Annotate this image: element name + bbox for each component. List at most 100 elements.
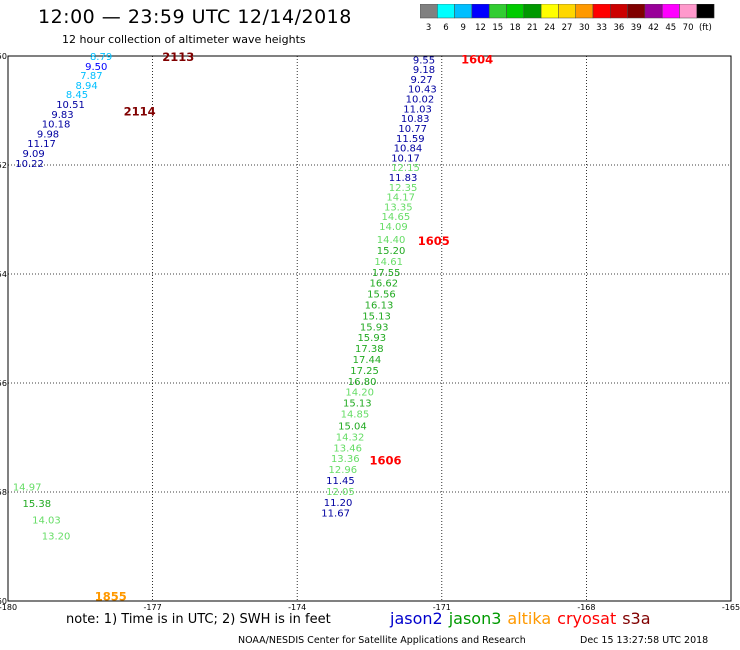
wave-height-label: 9.18: [413, 65, 435, 76]
wave-height-label: 11.17: [27, 139, 56, 150]
legend-label: 33: [596, 23, 607, 33]
wave-height-label: 14.61: [374, 257, 403, 268]
wave-height-label: 10.84: [394, 144, 423, 155]
lon-tick-label: -168: [577, 603, 595, 610]
satellite-legend: jason2 jason3 altika cryosat s3a: [390, 609, 657, 628]
wave-height-label: 14.17: [386, 193, 415, 204]
map-grid: [7, 55, 732, 602]
wave-height-label: 16.80: [348, 377, 377, 388]
wave-height-label: 12.05: [326, 487, 355, 498]
wave-height-label: 10.22: [15, 159, 44, 170]
satellite-name: altika: [507, 609, 552, 628]
wave-height-label: 15.13: [343, 399, 372, 410]
wave-height-label: 15.56: [367, 290, 396, 301]
lon-tick-label: -177: [144, 603, 162, 610]
wave-height-label: 8.79: [90, 52, 112, 63]
map-title: 12:00 — 23:59 UTC 12/14/2018: [38, 6, 352, 28]
axis-ticks: -180 -177 -174 -171 -168 -165 -50 -52 -54 -56 -58 -…: [0, 52, 740, 610]
satellite-name: s3a: [622, 609, 651, 628]
wave-height-label: 14.32: [336, 432, 365, 443]
lat-tick-label: -58: [0, 488, 7, 497]
pass-id-label: 2113: [162, 50, 194, 64]
wave-height-label: 14.65: [382, 212, 411, 223]
wave-height-label: 15.20: [377, 246, 406, 257]
wave-height-label: 17.38: [355, 344, 384, 355]
wave-height-label: 10.51: [56, 100, 85, 111]
wave-height-label: 10.02: [406, 95, 435, 106]
lat-tick-label: -54: [0, 270, 7, 279]
wave-height-label: 11.59: [396, 134, 425, 145]
wave-height-label: 17.25: [350, 366, 379, 377]
wave-height-label: 11.20: [324, 498, 353, 509]
wave-height-label: 8.45: [66, 90, 88, 101]
wave-height-label: 7.87: [80, 71, 102, 82]
legend-label: 9: [460, 23, 465, 33]
wave-height-label: 15.04: [338, 422, 367, 433]
lat-tick-label: -60: [0, 597, 7, 606]
wave-height-label: 11.03: [403, 104, 432, 115]
credit-line: NOAA/NESDIS Center for Satellite Applica…: [238, 635, 526, 646]
wave-height-label: 14.20: [345, 388, 374, 399]
wave-height-label: 11.83: [389, 173, 418, 184]
lon-tick-label: -171: [433, 603, 451, 610]
observation-labels: 8.799.507.878.948.4510.519.8310.189.9811…: [13, 52, 437, 543]
wave-height-label: 10.83: [401, 114, 430, 125]
satellite-name: jason2: [390, 609, 443, 628]
legend-label: 21: [527, 23, 538, 33]
wave-height-label: 14.97: [13, 483, 42, 494]
wave-height-label: 14.40: [377, 235, 406, 246]
wave-height-label: 13.46: [333, 443, 362, 454]
wave-height-label: 10.77: [398, 124, 427, 135]
wave-height-label: 15.13: [362, 311, 391, 322]
lat-tick-label: -56: [0, 379, 7, 388]
lon-tick-label: -165: [722, 603, 740, 610]
legend-label: 12: [475, 23, 486, 33]
wave-height-label: 14.85: [341, 410, 370, 421]
wave-height-label: 17.55: [372, 268, 401, 279]
wave-height-label: 13.35: [384, 202, 413, 213]
wave-height-label: 10.18: [42, 120, 71, 131]
legend-label: 6: [443, 23, 448, 33]
wave-height-label: 12.35: [389, 183, 418, 194]
wave-height-label: 11.45: [326, 476, 355, 487]
wave-height-label: 15.93: [357, 333, 386, 344]
wave-height-label: 9.27: [410, 75, 432, 86]
lon-tick-label: -180: [0, 603, 17, 610]
wave-height-label: 17.44: [353, 355, 382, 366]
legend-label: 45: [665, 23, 676, 33]
legend-label: 70: [683, 23, 694, 33]
wave-height-label: 10.17: [391, 153, 420, 164]
legend-label: 36: [613, 23, 624, 33]
wave-height-label: 13.36: [331, 454, 360, 465]
satellite-name: cryosat: [557, 609, 617, 628]
wave-height-label: 15.93: [360, 322, 389, 333]
wave-height-label: 12.15: [391, 163, 420, 174]
legend-label: 27: [562, 23, 573, 33]
pass-id-label: 1855: [95, 590, 127, 604]
wave-height-label: 9.55: [413, 55, 435, 66]
wave-height-label: 9.98: [37, 129, 59, 140]
pass-id-label: 1606: [370, 453, 402, 467]
lat-tick-label: -50: [0, 52, 7, 61]
wave-height-label: 16.13: [365, 301, 394, 312]
wave-height-label: 14.09: [379, 222, 408, 233]
wave-height-label: 11.67: [321, 509, 350, 520]
legend-swatch: [696, 4, 715, 19]
pass-id-label: 1604: [461, 53, 493, 67]
legend-label: 39: [631, 23, 642, 33]
legend-label: 42: [648, 23, 659, 33]
legend-label: 15: [492, 23, 503, 33]
footnote: note: 1) Time is in UTC; 2) SWH is in fe…: [66, 612, 331, 627]
pass-id-label: 2114: [124, 105, 156, 119]
wave-height-label: 9.09: [22, 149, 44, 160]
wave-height-label: 10.43: [408, 85, 437, 96]
wave-height-label: 16.62: [370, 279, 399, 290]
wave-height-legend: 3 6 9 12 15 18 21 24 27 30 33 36 39 42 45 70 (ft): [420, 4, 715, 33]
wave-height-label: 8.94: [75, 81, 97, 92]
pass-id-label: 1605: [418, 234, 450, 248]
wave-height-label: 9.50: [85, 62, 107, 73]
wave-height-label: 15.38: [22, 499, 51, 510]
legend-label: 18: [510, 23, 521, 33]
generation-timestamp: Dec 15 13:27:58 UTC 2018: [580, 635, 709, 646]
wave-height-label: 9.83: [51, 110, 73, 121]
